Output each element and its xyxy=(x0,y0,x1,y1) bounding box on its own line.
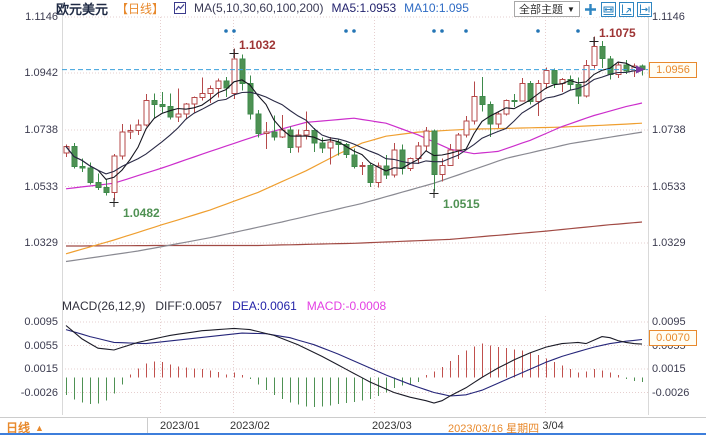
time-tick-label: 2023/02 xyxy=(230,420,270,432)
shift-right-button[interactable] xyxy=(636,1,652,17)
symbol-name[interactable]: 欧元美元 xyxy=(56,1,109,17)
ma10-value: MA10:1.095 xyxy=(404,1,469,15)
period-selector-label: 日线 xyxy=(6,421,31,435)
chart-header: 欧元美元 【日线】 MA(5,10,30,60,100,200) MA5:1.0… xyxy=(56,1,469,17)
time-axis-bar: 日线 ▲ 2023/01 2023/02 2023/03 2023/04 2023/0… xyxy=(0,417,706,435)
zoom-vertical-button[interactable] xyxy=(618,1,634,17)
bottom-accent-line xyxy=(0,433,706,435)
zoom-horizontal-button[interactable] xyxy=(600,1,616,17)
highlighted-date: 2023/03/16 星期四 xyxy=(448,420,544,435)
period-tag: 【日线】 xyxy=(116,1,165,16)
indicator-icon xyxy=(174,2,187,14)
macd-current-label: 0.0070 xyxy=(649,329,697,346)
crosshair-button[interactable] xyxy=(582,1,598,17)
ma-settings-label[interactable]: MA(5,10,30,60,100,200) xyxy=(194,1,324,15)
theme-dropdown-label: 全部主题 xyxy=(519,4,563,16)
macd-diff-value: DIFF:0.0057 xyxy=(155,299,223,313)
macd-dea-value: DEA:0.0061 xyxy=(232,299,297,313)
ma5-value: MA5:1.0953 xyxy=(331,1,397,15)
theme-dropdown[interactable]: 全部主题 ▼ xyxy=(514,1,580,17)
triangle-up-icon: ▲ xyxy=(35,422,44,433)
time-tick-label: 2023/01 xyxy=(160,420,200,432)
current-price-label: 1.0956 xyxy=(649,61,697,78)
chart-toolbar: 全部主题 ▼ xyxy=(514,1,652,17)
macd-hist-value: MACD:-0.0008 xyxy=(306,299,387,313)
caret-down-icon: ▼ xyxy=(567,4,575,14)
macd-header: MACD(26,12,9) DIFF:0.0057 DEA:0.0061 MAC… xyxy=(62,299,386,313)
period-selector[interactable]: 日线 ▲ xyxy=(6,419,44,435)
bottom-bar-divider xyxy=(147,418,148,434)
macd-settings-label[interactable]: MACD(26,12,9) xyxy=(62,299,146,313)
time-tick-label: 2023/03 xyxy=(372,420,412,432)
